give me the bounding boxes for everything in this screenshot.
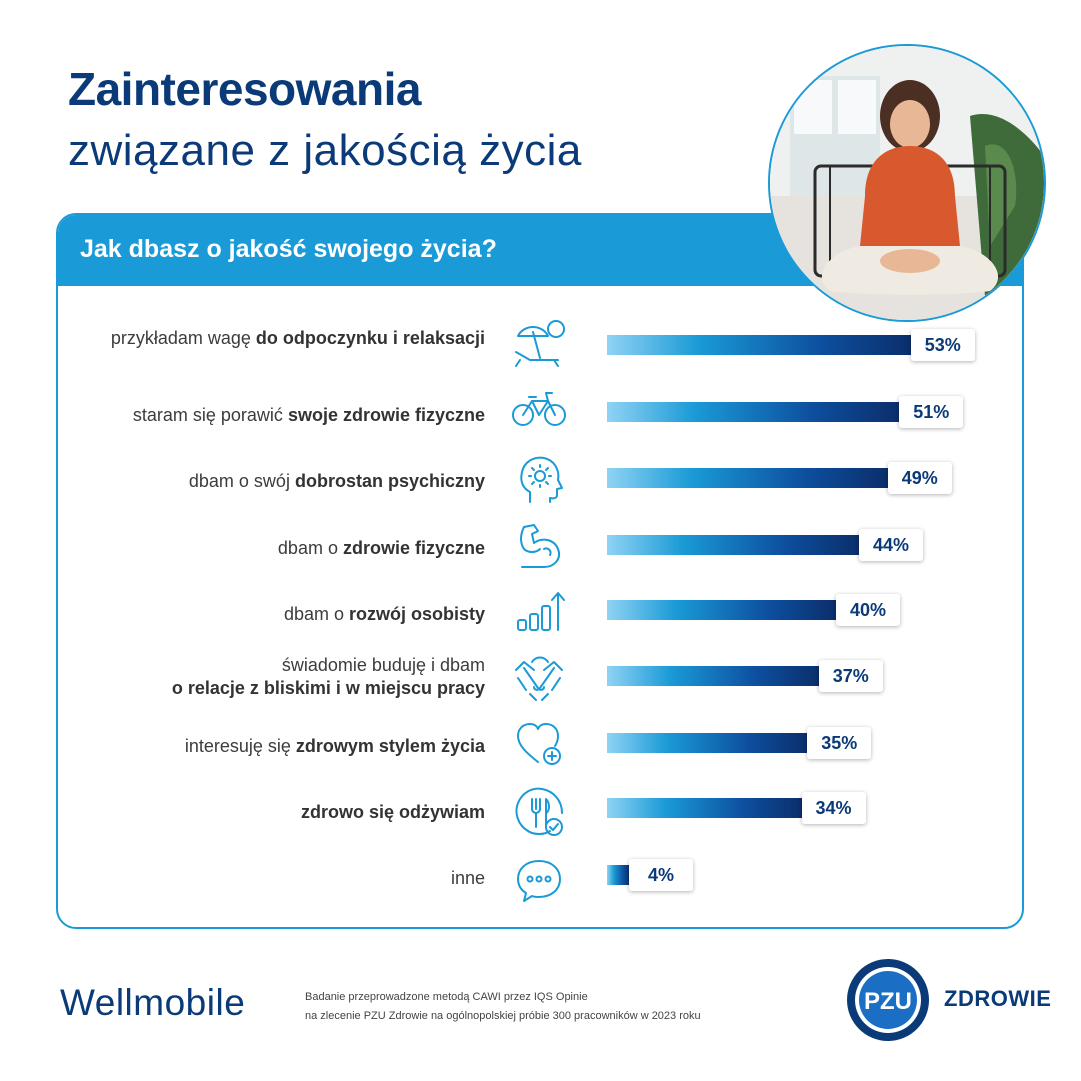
row-label-relacje-line2: o relacje z bliskimi i w miejscu pracy <box>171 678 485 698</box>
bar-odzywianie <box>607 798 803 818</box>
row-label-zdrowie-fizyczne: dbam o zdrowie fizyczne <box>277 538 485 558</box>
page-title: Zainteresowania <box>68 63 421 115</box>
value-label-zdrowie-fizyczne-poprawa: 51% <box>899 396 964 428</box>
bar-zdrowie-fizyczne-poprawa <box>607 402 901 422</box>
value-label-dobrostan: 49% <box>887 462 952 494</box>
footnote-line2: na zlecenie PZU Zdrowie na ogólnopolskie… <box>305 1010 701 1022</box>
value-label-zdrowie-fizyczne: 44% <box>859 529 923 561</box>
beach-lounger-icon <box>510 316 568 374</box>
survey-question: Jak dbasz o jakość swojego życia? <box>80 235 497 263</box>
heart-plus-icon <box>510 716 568 774</box>
bar-inne <box>607 865 630 885</box>
bar-rozwoj <box>607 600 837 620</box>
footnote-line1: Badanie przeprowadzone metodą CAWI przez… <box>305 991 588 1003</box>
bar-relacje <box>607 666 820 686</box>
value-label-rozwoj: 40% <box>836 594 900 626</box>
pzu-logo-text: ZDROWIE <box>944 986 1052 1011</box>
row-label-styl-zycia: interesuję się zdrowym stylem życia <box>184 736 485 756</box>
bar-styl-zycia <box>607 733 809 753</box>
row-label-zdrowie-fizyczne-poprawa: staram się porawić swoje zdrowie fizyczn… <box>132 405 485 425</box>
growth-chart-icon <box>510 584 568 642</box>
row-label-odzywianie: zdrowo się odżywiam <box>300 802 485 822</box>
head-sun-icon <box>510 450 568 508</box>
row-label-relacje-line1: świadomie buduję i dbam <box>281 655 485 675</box>
page-subtitle: związane z jakością życia <box>68 126 582 175</box>
row-label-dobrostan: dbam o swój dobrostan psychiczny <box>188 471 485 491</box>
row-label-inne: inne <box>450 868 485 888</box>
bar-zdrowie-fizyczne <box>607 535 860 555</box>
row-label-relaks: przykładam wagę do odpoczynku i relaksac… <box>110 328 485 348</box>
value-label-odzywianie: 34% <box>801 792 866 824</box>
pzu-logo: PZU <box>846 958 930 1042</box>
row-label-rozwoj: dbam o rozwój osobisty <box>283 604 485 624</box>
bicycle-icon <box>510 381 568 439</box>
value-label-relaks: 53% <box>910 329 975 361</box>
wellmobile-brand: Wellmobile <box>60 982 246 1023</box>
handshake-icon <box>510 648 568 706</box>
survey-footnote: Badanie przeprowadzone metodą CAWI przez… <box>305 988 701 1026</box>
pzu-logo-mark: PZU <box>864 988 912 1015</box>
flexed-arm-icon <box>510 517 568 575</box>
value-label-relacje: 37% <box>818 660 883 692</box>
value-label-styl-zycia: 35% <box>807 727 872 759</box>
bar-relaks <box>607 335 912 355</box>
relaxing-woman-photo <box>768 44 1046 322</box>
bar-dobrostan <box>607 468 889 488</box>
fork-knife-check-icon <box>510 783 568 841</box>
speech-bubble-icon <box>510 851 568 909</box>
value-label-inne: 4% <box>629 859 693 891</box>
row-label-relacje: świadomie buduję i dbam o relacje z blis… <box>45 654 485 700</box>
